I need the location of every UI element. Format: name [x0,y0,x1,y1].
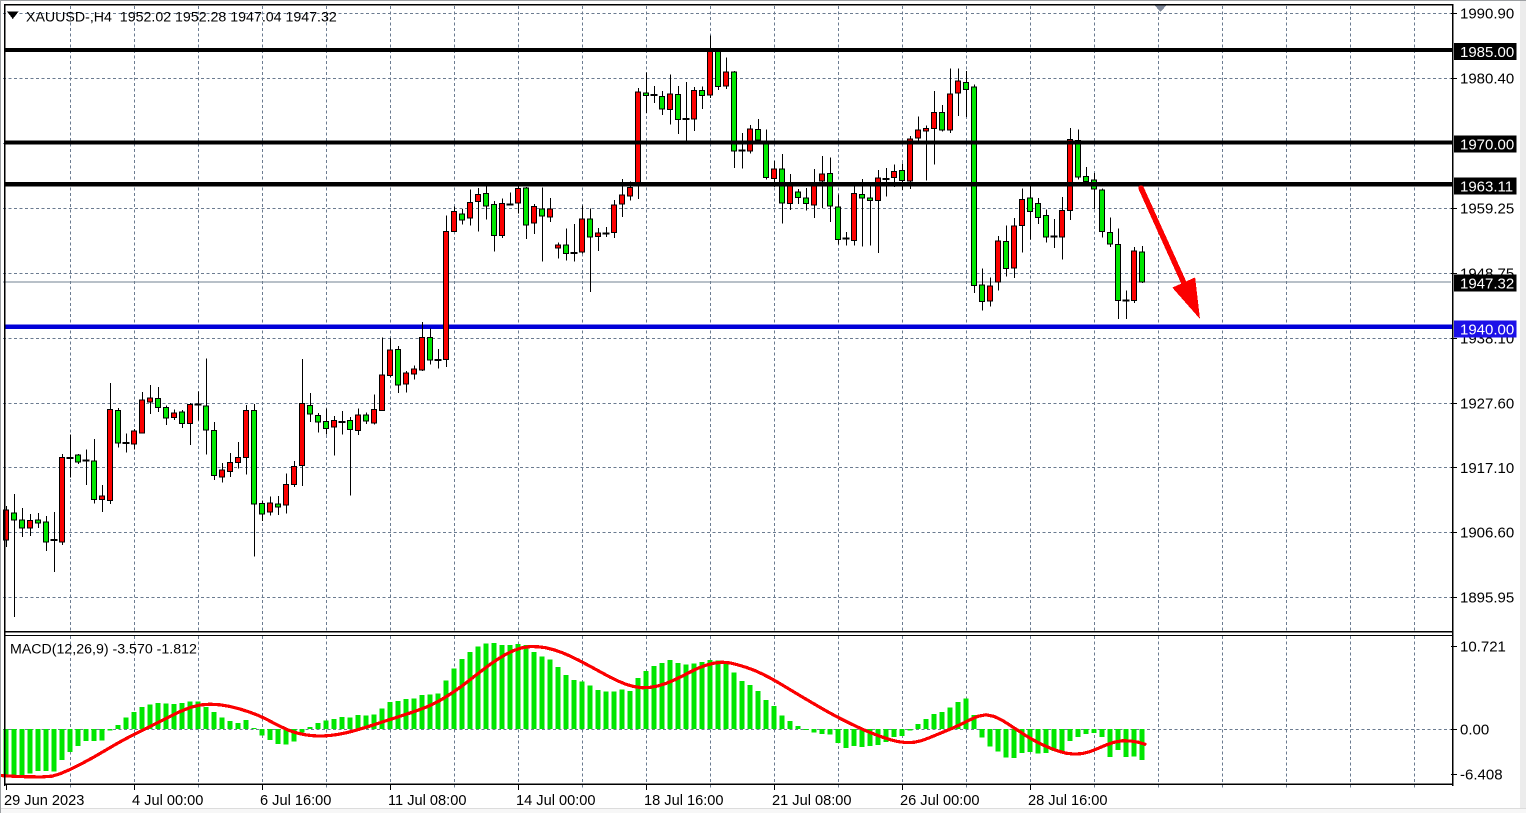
svg-text:10.721: 10.721 [1460,638,1506,655]
svg-text:1959.25: 1959.25 [1460,200,1514,217]
svg-text:0.00: 0.00 [1460,721,1489,738]
svg-text:1970.00: 1970.00 [1460,136,1514,153]
svg-text:18 Jul 16:00: 18 Jul 16:00 [644,793,724,809]
svg-text:XAUUSD-,H4 1952.02 1952.28 19: XAUUSD-,H4 1952.02 1952.28 1947.04 1947.… [26,10,337,26]
svg-text:4 Jul 00:00: 4 Jul 00:00 [132,793,203,809]
svg-text:28 Jul 16:00: 28 Jul 16:00 [1028,793,1108,809]
svg-text:29 Jun 2023: 29 Jun 2023 [4,793,84,809]
svg-text:MACD(12,26,9) -3.570 -1.812: MACD(12,26,9) -3.570 -1.812 [10,642,197,658]
svg-text:26 Jul 00:00: 26 Jul 00:00 [900,793,980,809]
svg-text:1980.40: 1980.40 [1460,70,1514,87]
svg-text:1990.90: 1990.90 [1460,5,1514,22]
svg-text:14 Jul 00:00: 14 Jul 00:00 [516,793,596,809]
svg-text:1963.11: 1963.11 [1460,178,1513,195]
svg-text:-6.408: -6.408 [1460,766,1503,783]
svg-text:6 Jul 16:00: 6 Jul 16:00 [260,793,331,809]
svg-text:1940.00: 1940.00 [1460,321,1514,338]
svg-text:1906.60: 1906.60 [1460,524,1514,541]
svg-text:1985.00: 1985.00 [1460,44,1514,61]
svg-text:1947.32: 1947.32 [1460,275,1514,292]
svg-text:11 Jul 08:00: 11 Jul 08:00 [388,793,466,809]
svg-text:1895.95: 1895.95 [1460,589,1514,606]
svg-text:1927.60: 1927.60 [1460,395,1514,412]
svg-text:21 Jul 08:00: 21 Jul 08:00 [772,793,852,809]
svg-text:1917.10: 1917.10 [1460,460,1514,477]
